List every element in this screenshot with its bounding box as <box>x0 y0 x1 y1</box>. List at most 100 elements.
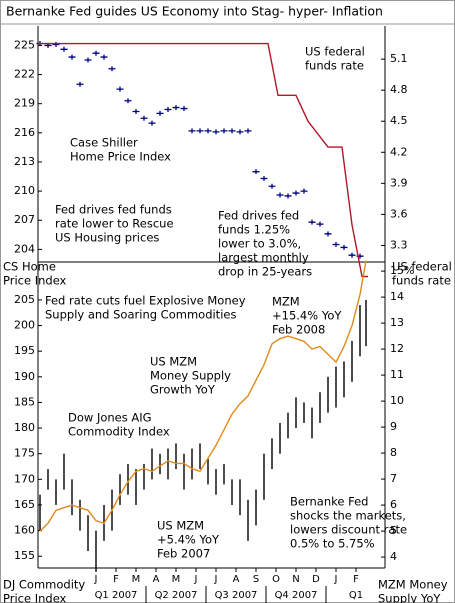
x-group-label: Q1 2007 <box>95 590 138 601</box>
price-tick <box>260 175 268 181</box>
y-tick-label: 155 <box>14 549 35 562</box>
y2-tick-label: 12 <box>390 342 404 355</box>
series-line <box>38 42 368 278</box>
annotation: rate lower to Rescue <box>55 217 174 231</box>
price-tick <box>236 129 244 135</box>
axis-title: MZM Money <box>378 578 448 592</box>
annotation: Case Shiller <box>70 136 138 150</box>
annotation: Growth YoY <box>150 383 216 397</box>
y2-tick-label: 8 <box>390 446 397 459</box>
price-tick <box>52 41 60 47</box>
annotation: lower to 3.0%, <box>218 237 301 251</box>
price-tick <box>292 190 300 196</box>
price-tick <box>332 242 340 248</box>
price-tick <box>244 128 252 134</box>
annotation: +15.4% YoY <box>272 309 342 323</box>
annotation: Supply and Soaring Commodities <box>45 308 236 322</box>
y2-tick-label: 3.9 <box>390 176 408 189</box>
annotation: US Housing prices <box>55 231 159 245</box>
y-tick-label: 225 <box>14 38 35 51</box>
annotation: drop in 25-years <box>218 265 312 279</box>
x-tick-label: F <box>113 574 119 585</box>
y-tick-label: 160 <box>14 524 35 537</box>
price-tick <box>108 66 116 72</box>
price-tick <box>316 221 324 227</box>
y-tick-label: 190 <box>14 370 35 383</box>
y-tick-label: 175 <box>14 447 35 460</box>
x-tick-label: J <box>334 574 338 585</box>
x-tick-label: N <box>292 574 299 585</box>
price-tick <box>212 129 220 135</box>
price-tick <box>340 244 348 250</box>
price-tick <box>132 108 140 114</box>
x-tick-label: O <box>272 574 280 585</box>
price-tick <box>156 110 164 116</box>
x-tick-label: J <box>214 574 218 585</box>
price-tick <box>76 81 84 87</box>
annotation: +5.4% YoY <box>157 533 220 547</box>
price-tick <box>172 105 180 111</box>
x-group-label: Q2 2007 <box>155 590 198 601</box>
x-tick-label: M <box>132 574 141 585</box>
x-tick-label: J <box>194 574 198 585</box>
y-tick-label: 207 <box>14 213 35 226</box>
annotation: Bernanke Fed <box>290 495 368 509</box>
series-line <box>39 260 367 532</box>
annotation: largest monthly <box>218 251 309 265</box>
price-tick <box>276 192 284 198</box>
annotation: Commodity Index <box>68 425 170 439</box>
x-tick-label: F <box>353 574 359 585</box>
x-tick-label: A <box>153 574 160 585</box>
y2-tick-label: 5 <box>390 524 397 537</box>
x-tick-label: J <box>94 574 98 585</box>
price-tick <box>164 107 172 113</box>
y2-tick-label: 7 <box>390 472 397 485</box>
x-tick-label: S <box>253 574 259 585</box>
x-tick-label: A <box>233 574 240 585</box>
axis-title: US federal <box>392 260 452 274</box>
price-tick <box>180 106 188 112</box>
annotation: US federal <box>305 45 365 59</box>
axis-title: DJ Commodity <box>3 578 85 592</box>
y2-tick-label: 4.8 <box>390 83 408 96</box>
y2-tick-label: 3.3 <box>390 238 408 251</box>
price-tick <box>60 46 68 52</box>
y2-tick-label: 14 <box>390 290 404 303</box>
y-tick-label: 210 <box>14 184 35 197</box>
y2-tick-label: 5.1 <box>390 52 408 65</box>
price-tick <box>308 219 316 225</box>
y-tick-label: 222 <box>14 68 35 81</box>
x-group-label: Q1 <box>349 590 363 601</box>
annotation: Feb 2007 <box>157 547 210 561</box>
y-tick-label: 219 <box>14 97 35 110</box>
price-tick <box>252 169 260 175</box>
price-tick <box>300 188 308 194</box>
y-tick-label: 170 <box>14 472 35 485</box>
y-tick-label: 216 <box>14 126 35 139</box>
annotation: Money Supply <box>150 369 231 383</box>
y2-tick-label: 3.6 <box>390 207 408 220</box>
annotation: Dow Jones AIG <box>68 411 152 425</box>
x-tick-label: M <box>172 574 181 585</box>
annotation: funds 1.25% <box>218 223 290 237</box>
price-tick <box>92 50 100 56</box>
annotation: Home Price Index <box>70 150 171 164</box>
price-tick <box>148 120 156 126</box>
price-tick <box>228 128 236 134</box>
price-tick <box>220 128 228 134</box>
annotation: lowers discount rate <box>290 523 407 537</box>
y-tick-label: 195 <box>14 344 35 357</box>
axis-title: CS Home <box>3 260 56 274</box>
annotation: Fed drives fed funds <box>55 203 172 217</box>
y2-tick-label: 15% <box>390 264 414 277</box>
annotation: US MZM <box>150 355 197 369</box>
y2-tick-label: 13 <box>390 316 404 329</box>
annotation: shocks the markets, <box>290 509 406 523</box>
chart-title: Bernanke Fed guides US Economy into Stag… <box>6 4 383 19</box>
y-tick-label: 213 <box>14 155 35 168</box>
y2-tick-label: 4.5 <box>390 114 408 127</box>
price-tick <box>324 231 332 237</box>
y-tick-label: 180 <box>14 421 35 434</box>
